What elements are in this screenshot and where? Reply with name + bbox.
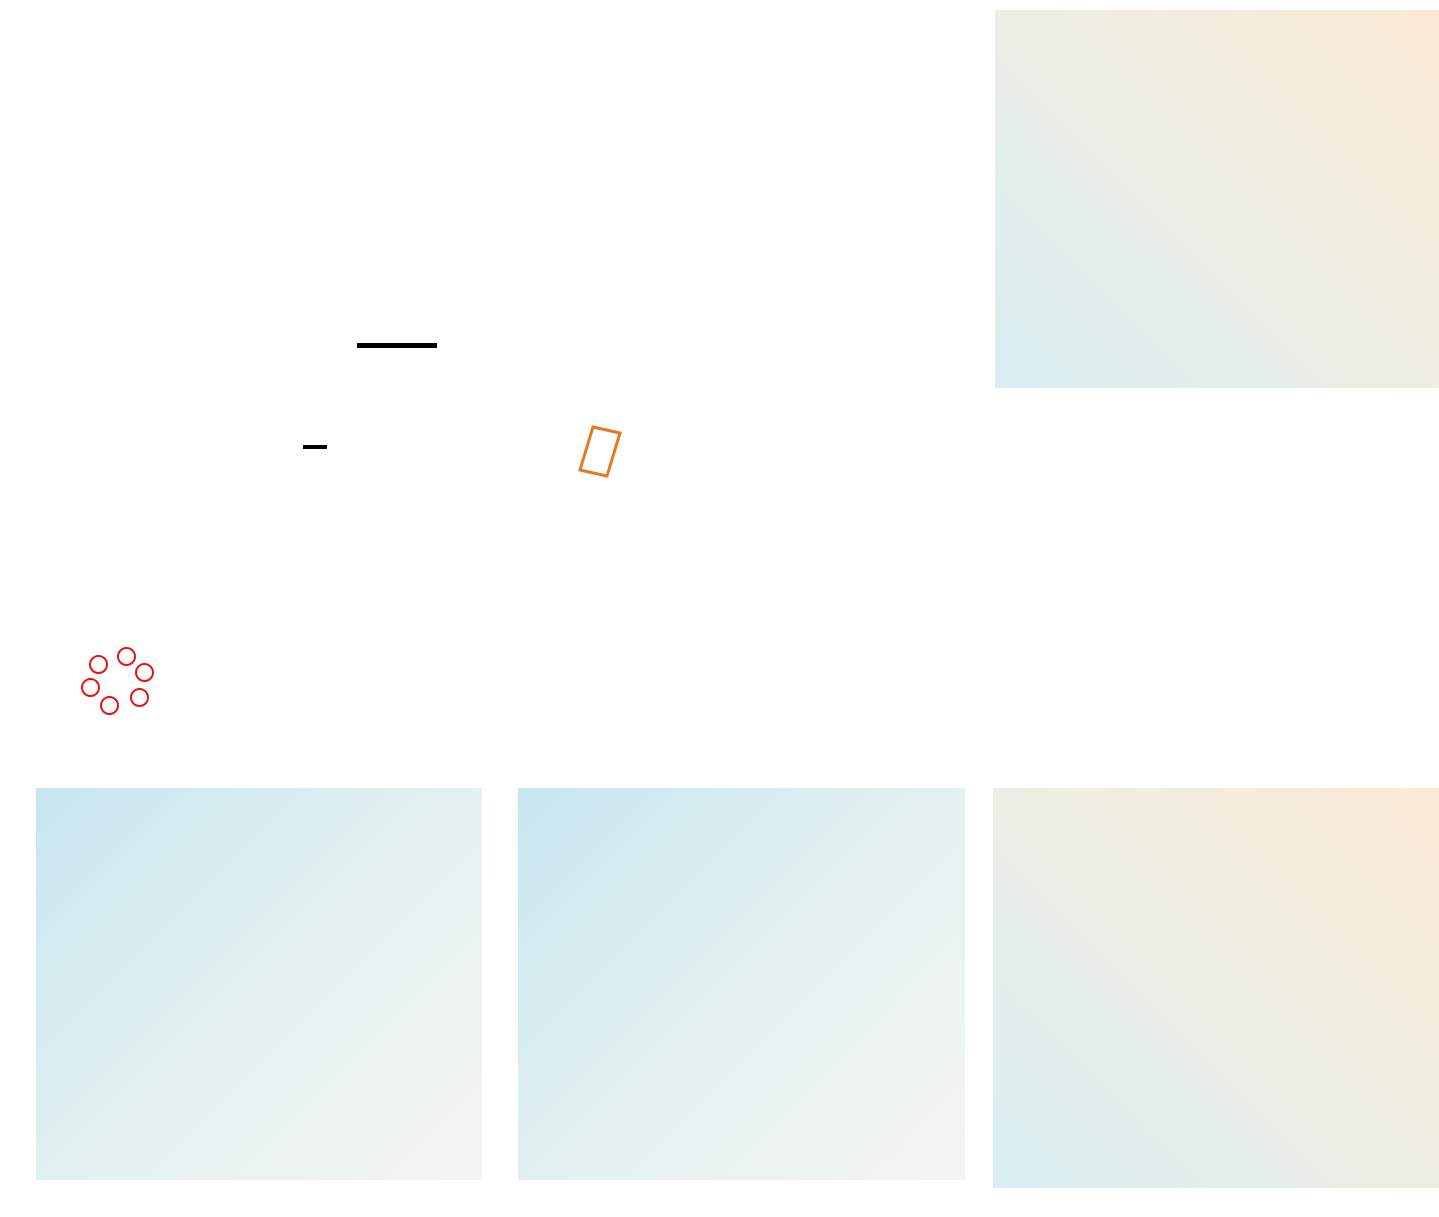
ipf-color-triangle	[37, 286, 163, 380]
xrd-panel-background	[995, 10, 1439, 388]
d-spacing-label	[303, 445, 327, 449]
fft-image	[40, 624, 202, 764]
ipf-color-key-inset	[37, 286, 163, 380]
saed-inset	[518, 402, 678, 534]
fft-spot-circle	[89, 655, 108, 674]
fft-spot-circle	[100, 696, 119, 715]
fft-spot-circle	[135, 663, 154, 682]
zoom-stress-strain-panel-background	[518, 788, 965, 1180]
lattice-plane-line-2	[219, 459, 306, 525]
scale-bar-a	[357, 343, 437, 348]
xrd-chart	[995, 10, 1439, 388]
fft-spot-circle	[130, 688, 149, 707]
fft-spot-circle	[81, 678, 100, 697]
zoom-stress-strain-chart	[518, 788, 965, 1180]
hrtem-annotation-overlay	[204, 421, 325, 541]
stress-strain-panel-background	[36, 788, 482, 1180]
scale-bar-b	[888, 343, 944, 347]
stress-strain-chart	[36, 788, 482, 1180]
spacing-arrowhead-top	[274, 444, 290, 462]
scale-bar-e	[886, 755, 950, 759]
saed-overlay	[578, 425, 622, 478]
lattice-plane-line-1	[236, 442, 325, 510]
diffusivity-scatter-chart	[993, 788, 1439, 1188]
fft-inset	[40, 624, 202, 764]
saed-image	[518, 402, 678, 534]
diffusivity-panel-background	[993, 788, 1439, 1188]
fft-spot-circle	[117, 647, 136, 666]
saed-unit-cell-box	[578, 425, 622, 478]
spacing-arrowhead-bottom	[218, 510, 234, 528]
bse-grain-image	[518, 25, 955, 382]
